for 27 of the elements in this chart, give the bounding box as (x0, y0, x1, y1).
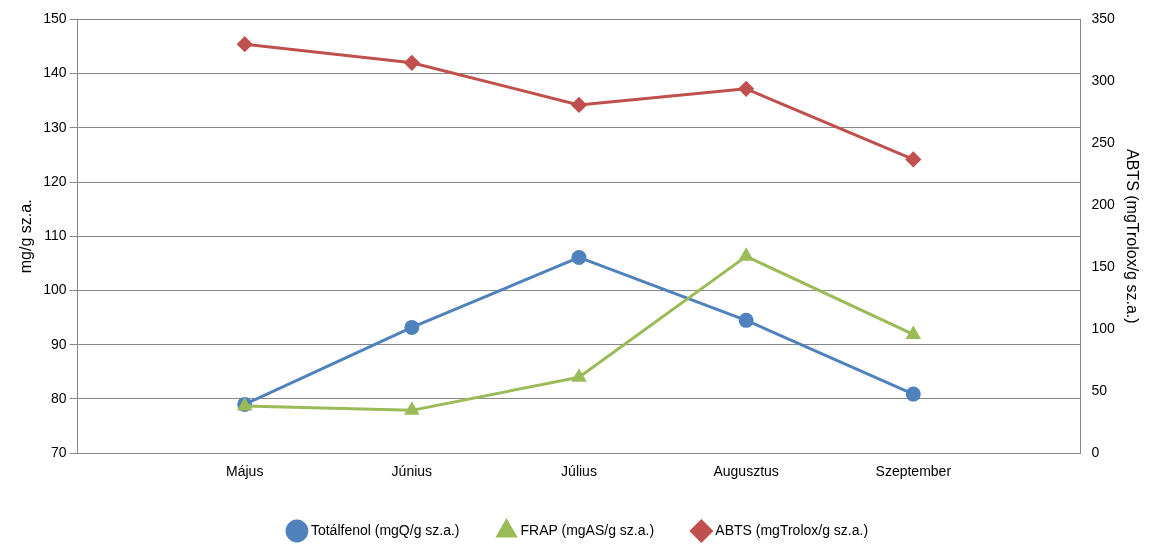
y-tick-label: 150 (43, 10, 67, 27)
y2-axis-title: ABTS (mgTrolox/g sz.a.) (1123, 149, 1141, 324)
x-tick-label: Június (391, 463, 433, 480)
y-tick-label: 70 (50, 444, 67, 461)
y2-tick-label: 0 (1091, 444, 1100, 461)
y2-tick-label: 300 (1091, 72, 1116, 89)
y-tick-label: 90 (50, 335, 67, 352)
y-tick-label: 140 (43, 64, 67, 81)
y2-tick-label: 350 (1091, 10, 1116, 27)
y-tick-label: 120 (43, 172, 67, 189)
y2-tick-label: 200 (1091, 196, 1116, 213)
y-axis-title: mg/g sz.a. (17, 199, 35, 274)
y2-tick-label: 250 (1091, 134, 1116, 151)
legend-label: Totálfenol (mgQ/g sz.a.) (310, 521, 460, 538)
x-tick-label: Május (226, 463, 264, 480)
y-tick-label: 110 (44, 227, 67, 244)
y2-tick-label: 50 (1091, 382, 1108, 399)
x-tick-label: Szeptember (875, 463, 952, 480)
legend-label: FRAP (mgAS/g sz.a.) (520, 521, 655, 538)
y2-tick-label: 100 (1091, 320, 1116, 337)
y2-tick-label: 150 (1091, 258, 1116, 275)
x-tick-label: Augusztus (713, 463, 779, 480)
legend-label: ABTS (mgTrolox/g sz.a.) (715, 521, 869, 538)
y-tick-label: 130 (43, 118, 67, 135)
y-tick-label: 80 (50, 389, 67, 406)
x-tick-label: Július (561, 463, 597, 480)
y-tick-label: 100 (43, 281, 67, 298)
